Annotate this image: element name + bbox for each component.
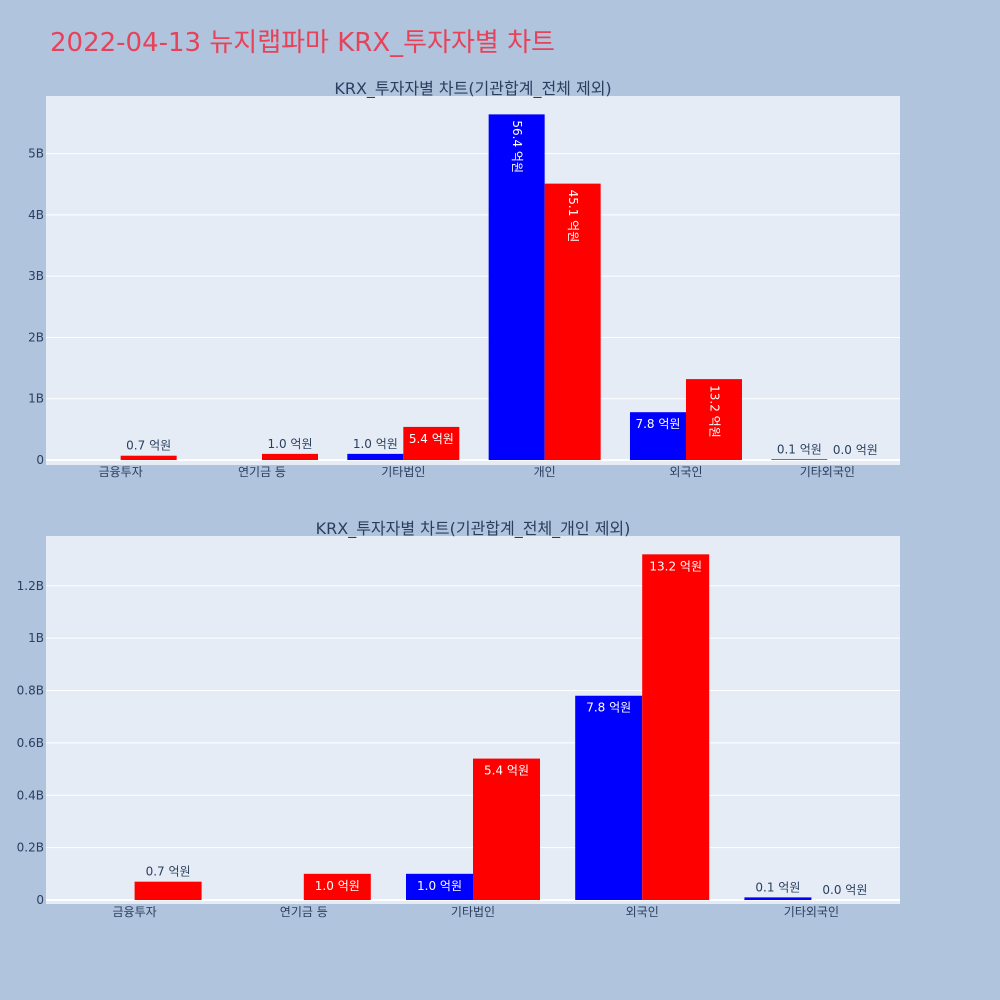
x-tick-label: 기타외국인: [800, 465, 855, 479]
y-tick-label: 3B: [28, 269, 44, 283]
bar: [685, 379, 742, 460]
x-tick-label: 연기금 등: [238, 465, 286, 479]
y-tick-label: 2B: [28, 330, 44, 344]
y-tick-label: 0.8B: [17, 684, 44, 698]
y-tick-label: 0.4B: [17, 788, 44, 802]
y-tick-label: 5B: [28, 147, 44, 161]
bar: [629, 412, 686, 460]
data-label: 7.8 억원: [635, 417, 680, 431]
data-label: 1.0 억원: [268, 437, 313, 451]
y-tick-label: 1B: [28, 631, 44, 645]
bar: [134, 881, 202, 900]
y-tick-label: 0.6B: [17, 736, 44, 750]
bar: [488, 114, 545, 460]
page-title: 2022-04-13 뉴지랩파마 KRX_투자자별 차트: [50, 28, 555, 58]
y-tick-label: 0.2B: [17, 841, 44, 855]
bar: [642, 554, 710, 900]
data-label: 45.1 억원: [566, 190, 580, 243]
bar: [347, 453, 404, 460]
x-tick-label: 금융투자: [113, 905, 157, 919]
data-label: 5.4 억원: [409, 432, 454, 446]
bar: [261, 453, 318, 460]
data-label: 1.0 억원: [417, 879, 462, 893]
x-tick-label: 기타외국인: [784, 905, 839, 919]
y-tick-label: 0: [36, 893, 44, 907]
chart-title: KRX_투자자별 차트(기관합계_전체 제외): [334, 79, 611, 99]
data-label: 1.0 억원: [315, 879, 360, 893]
data-label: 0.1 억원: [777, 442, 822, 456]
data-label: 5.4 억원: [484, 764, 529, 778]
x-tick-label: 연기금 등: [280, 905, 328, 919]
x-tick-label: 개인: [534, 465, 556, 479]
data-label: 0.1 억원: [755, 880, 800, 894]
x-tick-label: 기타법인: [381, 465, 425, 479]
bar: [406, 873, 473, 900]
x-tick-label: 금융투자: [99, 465, 143, 479]
bar: [120, 455, 177, 460]
bar: [473, 758, 540, 900]
x-tick-label: 외국인: [669, 465, 702, 479]
y-tick-label: 4B: [28, 208, 44, 222]
data-label: 0.0 억원: [833, 443, 878, 457]
y-tick-label: 1B: [28, 392, 44, 406]
data-label: 13.2 억원: [707, 385, 721, 438]
y-tick-label: 1.2B: [17, 579, 44, 593]
bar: [744, 897, 812, 900]
bar: [403, 426, 460, 460]
data-label: 56.4 억원: [510, 120, 524, 173]
y-tick-label: 0: [36, 453, 44, 467]
data-label: 1.0 억원: [353, 437, 398, 451]
plot-area: [46, 96, 900, 465]
chart-title: KRX_투자자별 차트(기관합계_전체_개인 제외): [316, 519, 631, 539]
data-label: 13.2 억원: [649, 559, 702, 573]
bar: [303, 873, 371, 900]
data-label: 0.0 억원: [822, 883, 867, 897]
bar: [771, 459, 828, 460]
x-tick-label: 외국인: [626, 905, 659, 919]
data-label: 7.8 억원: [586, 701, 631, 715]
data-label: 0.7 억원: [146, 865, 191, 879]
data-label: 0.7 억원: [126, 439, 171, 453]
bar: [544, 183, 601, 460]
bar: [575, 695, 643, 900]
x-tick-label: 기타법인: [451, 905, 495, 919]
